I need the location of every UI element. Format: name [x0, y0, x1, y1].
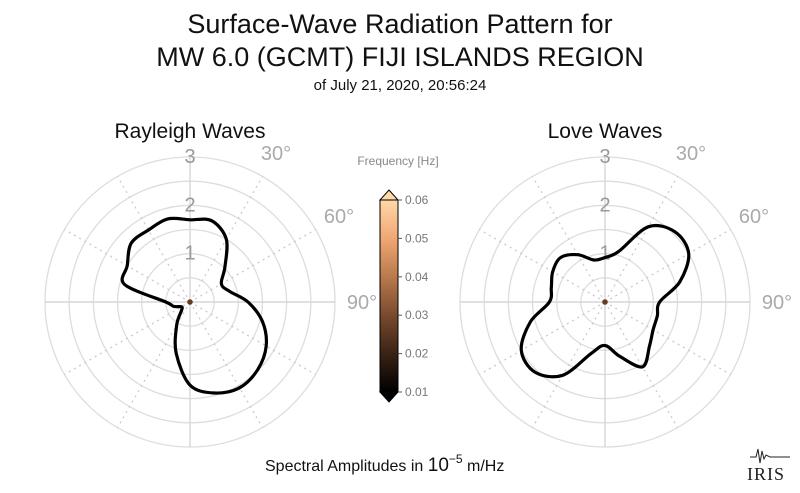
angle-tick-label: 90°	[762, 292, 792, 314]
panel-title-love: Love Waves	[548, 120, 663, 143]
colorbar-gradient	[379, 199, 399, 393]
radial-tick-label: 1	[599, 243, 610, 265]
iris-logo: IRIS	[747, 448, 790, 484]
epicenter-point	[187, 299, 193, 305]
grid-spoke	[479, 228, 606, 303]
frequency-colorbar: Frequency [Hz] 0.01 0.02 0.03 0.04 0.05 0.06	[357, 154, 439, 403]
grid-spoke	[189, 228, 316, 303]
angle-tick-label: 30°	[261, 143, 291, 165]
radial-tick-label: 2	[599, 194, 610, 216]
grid-spoke	[604, 301, 731, 376]
grid-spoke	[189, 301, 316, 376]
grid-spoke	[189, 301, 264, 428]
colorbar-tick-label: 0.01	[405, 385, 429, 399]
colorbar-tick-label: 0.03	[405, 308, 429, 322]
grid-spoke	[604, 301, 679, 428]
grid-spoke	[604, 176, 679, 303]
figure-title-line1: Surface-Wave Radiation Pattern for	[187, 9, 612, 39]
logo-text: IRIS	[747, 464, 785, 484]
footer-base: 10	[428, 455, 449, 476]
angle-tick-label: 30°	[676, 143, 706, 165]
grid-spoke	[531, 176, 606, 303]
figure-title-line2: MW 6.0 (GCMT) FIJI ISLANDS REGION	[156, 42, 644, 72]
colorbar-tick-label: 0.02	[405, 347, 429, 361]
angle-tick-label: 60°	[739, 206, 769, 228]
seismogram-icon	[750, 448, 790, 464]
footer-suffix: m/Hz	[463, 458, 505, 475]
radial-tick-label: 1	[184, 243, 195, 265]
grid-spoke	[604, 228, 731, 303]
colorbar-extend-max	[378, 189, 400, 201]
grid-spoke	[479, 301, 606, 376]
grid-spoke	[64, 301, 191, 376]
radiation-curve	[519, 223, 691, 379]
colorbar-tick-label: 0.05	[405, 231, 429, 245]
colorbar-title: Frequency [Hz]	[357, 154, 438, 168]
panel-title-rayleigh: Rayleigh Waves	[115, 120, 266, 143]
footer-prefix: Spectral Amplitudes in	[265, 458, 428, 475]
grid-spoke	[531, 301, 606, 428]
colorbar-extend-min	[378, 391, 400, 403]
grid-spoke	[116, 176, 191, 303]
radial-tick-label: 2	[184, 194, 195, 216]
radial-tick-label: 3	[599, 146, 610, 168]
footer-units: Spectral Amplitudes in 10−5 m/Hz	[265, 452, 504, 476]
radiation-curve	[120, 216, 268, 395]
angle-tick-label: 90°	[347, 292, 377, 314]
love-waves-polar-chart: Love Waves 1 2 3 30° 60° 90°	[459, 120, 792, 448]
radial-tick-label: 3	[184, 146, 195, 168]
angle-tick-label: 60°	[324, 206, 354, 228]
footer-exponent: −5	[449, 452, 463, 466]
epicenter-point	[602, 299, 608, 305]
rayleigh-waves-polar-chart: Rayleigh Waves 1 2 3 30° 60° 90°	[44, 120, 377, 448]
colorbar-tick-label: 0.04	[405, 270, 429, 284]
colorbar-tick-label: 0.06	[405, 193, 429, 207]
figure-subtitle: of July 21, 2020, 20:56:24	[314, 77, 487, 94]
